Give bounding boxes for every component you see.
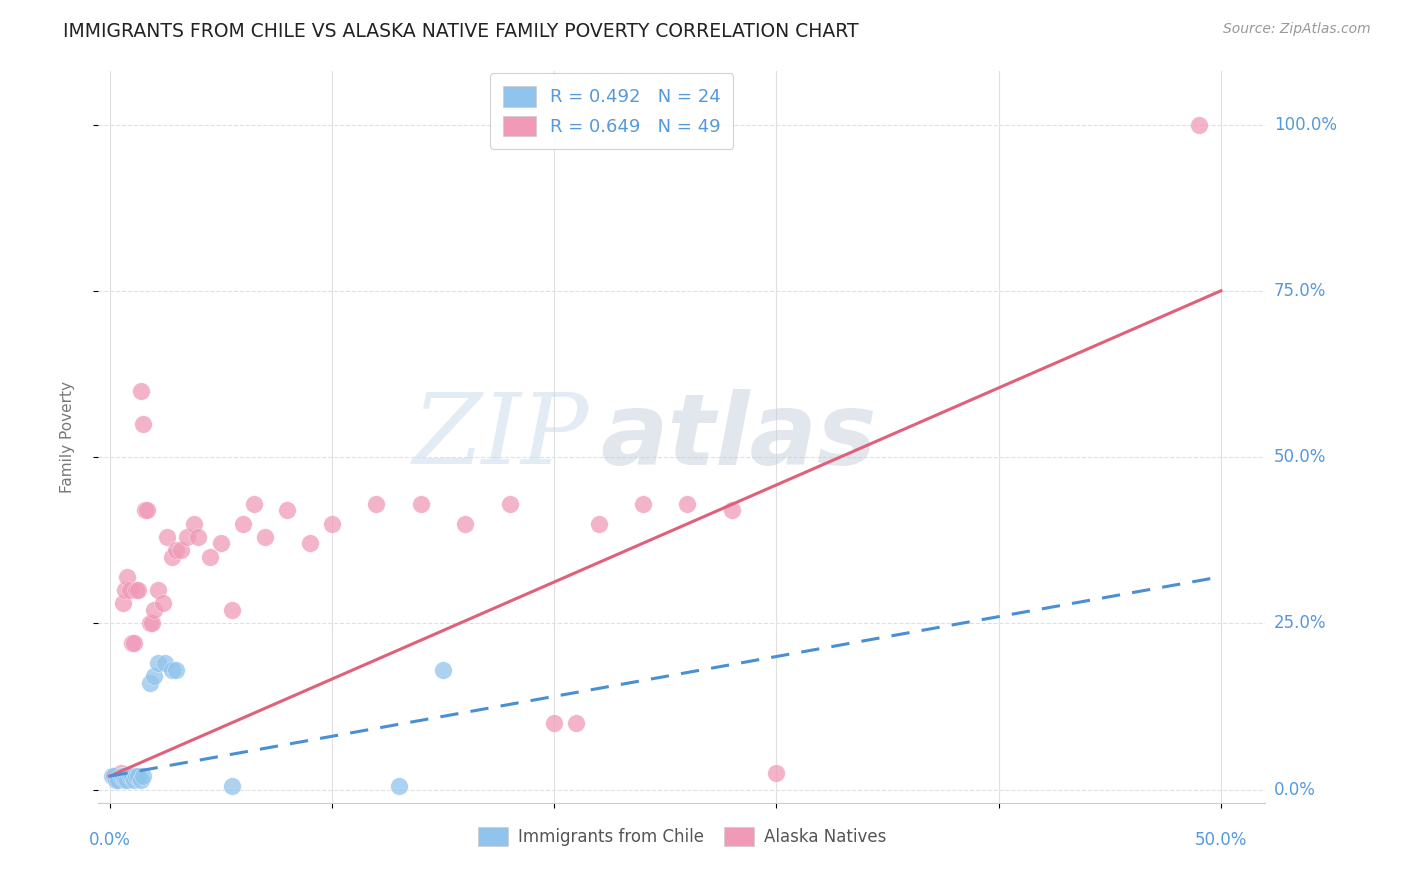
Point <box>721 503 744 517</box>
Point <box>129 384 152 398</box>
Point <box>498 497 520 511</box>
Y-axis label: Family Poverty: Family Poverty <box>60 381 75 493</box>
Point <box>321 516 343 531</box>
Legend: Immigrants from Chile, Alaska Natives: Immigrants from Chile, Alaska Natives <box>471 821 893 853</box>
Point <box>432 663 454 677</box>
Text: 0.0%: 0.0% <box>1274 780 1316 798</box>
Point <box>387 779 409 793</box>
Point <box>454 516 477 531</box>
Point <box>187 530 209 544</box>
Point <box>298 536 321 550</box>
Point <box>232 516 254 531</box>
Text: 25.0%: 25.0% <box>1274 615 1326 632</box>
Point <box>118 582 141 597</box>
Point <box>129 772 152 787</box>
Point <box>143 603 166 617</box>
Point <box>114 582 136 597</box>
Point <box>110 769 132 783</box>
Point <box>103 769 125 783</box>
Point <box>114 772 136 787</box>
Point <box>543 716 565 731</box>
Point <box>160 549 183 564</box>
Point <box>127 769 149 783</box>
Point <box>176 530 198 544</box>
Point <box>1188 118 1211 132</box>
Point <box>122 636 145 650</box>
Point <box>565 716 588 731</box>
Point <box>243 497 266 511</box>
Point <box>134 503 156 517</box>
Point <box>254 530 277 544</box>
Point <box>165 663 187 677</box>
Point <box>138 676 160 690</box>
Point <box>132 769 155 783</box>
Point <box>127 582 149 597</box>
Point <box>118 769 141 783</box>
Point <box>105 772 128 787</box>
Point <box>165 543 187 558</box>
Point <box>100 769 122 783</box>
Point <box>138 616 160 631</box>
Point <box>366 497 388 511</box>
Point <box>409 497 432 511</box>
Point <box>198 549 221 564</box>
Point <box>107 769 129 783</box>
Point <box>111 769 134 783</box>
Point <box>765 765 787 780</box>
Point <box>209 536 232 550</box>
Point <box>153 656 176 670</box>
Text: Source: ZipAtlas.com: Source: ZipAtlas.com <box>1223 22 1371 37</box>
Point <box>136 503 159 517</box>
Point <box>125 769 148 783</box>
Point <box>276 503 298 517</box>
Text: atlas: atlas <box>600 389 877 485</box>
Point <box>183 516 205 531</box>
Point <box>103 769 125 783</box>
Text: 100.0%: 100.0% <box>1274 116 1337 134</box>
Point <box>631 497 654 511</box>
Text: 50.0%: 50.0% <box>1274 448 1326 466</box>
Text: 0.0%: 0.0% <box>89 830 131 848</box>
Point <box>107 772 129 787</box>
Point <box>148 582 170 597</box>
Point <box>148 656 170 670</box>
Point <box>169 543 191 558</box>
Point <box>141 616 163 631</box>
Point <box>125 582 148 597</box>
Text: 75.0%: 75.0% <box>1274 282 1326 300</box>
Point <box>132 417 155 431</box>
Point <box>111 596 134 610</box>
Text: IMMIGRANTS FROM CHILE VS ALASKA NATIVE FAMILY POVERTY CORRELATION CHART: IMMIGRANTS FROM CHILE VS ALASKA NATIVE F… <box>63 22 859 41</box>
Point <box>105 772 128 787</box>
Point <box>110 765 132 780</box>
Text: ZIP: ZIP <box>412 390 589 484</box>
Point <box>121 636 143 650</box>
Point <box>152 596 174 610</box>
Point <box>221 603 243 617</box>
Point <box>117 772 139 787</box>
Point <box>122 772 145 787</box>
Point <box>588 516 610 531</box>
Point <box>156 530 179 544</box>
Point <box>121 769 143 783</box>
Text: 50.0%: 50.0% <box>1195 830 1247 848</box>
Point <box>160 663 183 677</box>
Point <box>143 669 166 683</box>
Point <box>676 497 699 511</box>
Point <box>117 570 139 584</box>
Point <box>221 779 243 793</box>
